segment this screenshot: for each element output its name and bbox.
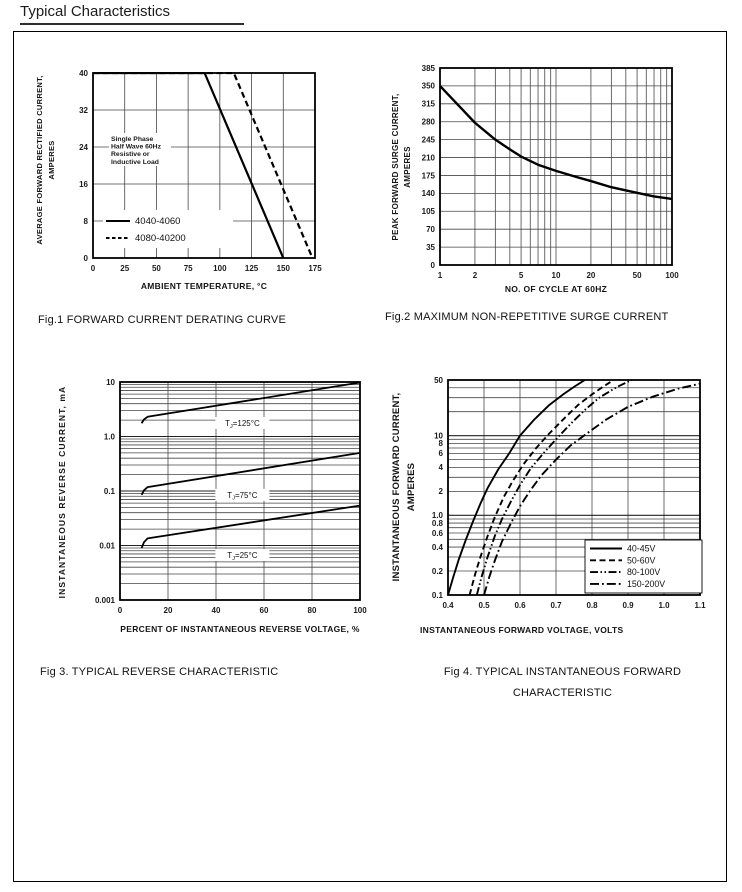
svg-text:125: 125 — [245, 264, 259, 273]
svg-text:0: 0 — [84, 254, 89, 263]
svg-text:1.1: 1.1 — [694, 601, 706, 610]
svg-text:0: 0 — [431, 261, 436, 270]
svg-text:0: 0 — [91, 264, 96, 273]
svg-text:Single Phase: Single Phase — [111, 136, 154, 143]
fig2-x-axis-label: NO. OF CYCLE AT 60HZ — [504, 284, 608, 294]
svg-text:24: 24 — [79, 143, 88, 152]
svg-text:50: 50 — [152, 264, 161, 273]
svg-text:25: 25 — [120, 264, 129, 273]
fig1-x-axis-label: AMBIENT TEMPERATURE, °C — [140, 281, 268, 291]
svg-text:1.0: 1.0 — [658, 601, 670, 610]
svg-text:8: 8 — [439, 439, 444, 448]
page-title: Typical Characteristics — [20, 3, 244, 25]
svg-text:0.9: 0.9 — [622, 601, 634, 610]
svg-text:6: 6 — [439, 449, 444, 458]
svg-text:8: 8 — [84, 217, 89, 226]
fig2-caption: Fig.2 MAXIMUM NON-REPETITIVE SURGE CURRE… — [385, 311, 669, 323]
svg-text:50-60V: 50-60V — [627, 555, 655, 565]
svg-text:4040-4060: 4040-4060 — [135, 216, 180, 227]
svg-text:175: 175 — [308, 264, 322, 273]
svg-text:100: 100 — [213, 264, 227, 273]
svg-text:32: 32 — [79, 106, 88, 115]
svg-text:0.4: 0.4 — [432, 543, 444, 552]
svg-text:40-45V: 40-45V — [627, 544, 655, 554]
svg-text:0.2: 0.2 — [432, 567, 444, 576]
fig4-x-axis-label: INSTANTANEOUS FORWARD VOLTAGE, VOLTS — [420, 625, 624, 635]
svg-text:0.8: 0.8 — [432, 519, 444, 528]
svg-text:1.0: 1.0 — [432, 511, 444, 520]
svg-text:105: 105 — [422, 207, 436, 216]
svg-text:245: 245 — [422, 135, 436, 144]
svg-text:80-100V: 80-100V — [627, 567, 660, 577]
svg-text:0.01: 0.01 — [99, 541, 115, 550]
fig2-chart: 1 2 5 10 20 50 100 0 35 70 105 140 175 210 245 280 315 35… — [422, 64, 680, 280]
svg-text:100: 100 — [665, 271, 679, 280]
svg-text:350: 350 — [422, 82, 436, 91]
svg-text:Half Wave 60Hz: Half Wave 60Hz — [111, 144, 162, 151]
svg-text:10: 10 — [552, 271, 561, 280]
svg-text:Resistive or: Resistive or — [111, 151, 150, 158]
svg-text:20: 20 — [164, 606, 173, 615]
fig4-caption: Fig 4. TYPICAL INSTANTANEOUS FORWARD CHA… — [443, 666, 682, 700]
svg-text:TJ=75°C: TJ=75°C — [227, 491, 257, 502]
svg-text:140: 140 — [422, 189, 436, 198]
svg-text:16: 16 — [79, 180, 88, 189]
svg-text:75: 75 — [184, 264, 193, 273]
svg-text:0.6: 0.6 — [432, 529, 444, 538]
svg-text:0.5: 0.5 — [478, 601, 490, 610]
fig3-chart: TJ=125°C TJ=75°C TJ=25°C 0 20 40 60 80 100 10 1.0 0… — [95, 378, 367, 615]
svg-text:1: 1 — [438, 271, 443, 280]
svg-text:4: 4 — [439, 463, 444, 472]
svg-text:150-200V: 150-200V — [627, 579, 665, 589]
svg-text:40: 40 — [79, 69, 88, 78]
svg-text:5: 5 — [519, 271, 524, 280]
svg-text:0.001: 0.001 — [95, 596, 116, 605]
svg-text:0.1: 0.1 — [104, 487, 116, 496]
svg-text:60: 60 — [260, 606, 269, 615]
svg-text:10: 10 — [106, 378, 115, 387]
fig3-caption: Fig 3. TYPICAL REVERSE CHARACTERISTIC — [40, 666, 279, 678]
svg-text:2: 2 — [473, 271, 478, 280]
svg-text:0.7: 0.7 — [550, 601, 562, 610]
fig3-x-axis-label: PERCENT OF INSTANTANEOUS REVERSE VOLTAGE… — [120, 624, 360, 634]
svg-text:280: 280 — [422, 118, 436, 127]
svg-text:0.4: 0.4 — [442, 601, 454, 610]
svg-text:50: 50 — [633, 271, 642, 280]
svg-text:1.0: 1.0 — [104, 432, 116, 441]
content-frame — [13, 31, 727, 882]
svg-text:0.6: 0.6 — [514, 601, 526, 610]
svg-text:50: 50 — [434, 376, 443, 385]
svg-text:0.1: 0.1 — [432, 591, 444, 600]
svg-text:0.8: 0.8 — [586, 601, 598, 610]
svg-text:10: 10 — [434, 431, 443, 440]
svg-text:175: 175 — [422, 171, 436, 180]
svg-text:80: 80 — [308, 606, 317, 615]
svg-text:100: 100 — [353, 606, 367, 615]
svg-text:TJ=25°C: TJ=25°C — [227, 551, 257, 562]
svg-text:4080-40200: 4080-40200 — [135, 233, 186, 244]
fig1-caption: Fig.1 FORWARD CURRENT DERATING CURVE — [38, 314, 287, 326]
svg-text:210: 210 — [422, 153, 436, 162]
svg-text:35: 35 — [426, 243, 435, 252]
svg-text:Inductive Load: Inductive Load — [111, 159, 159, 166]
svg-text:40: 40 — [212, 606, 221, 615]
svg-text:0: 0 — [118, 606, 123, 615]
svg-text:20: 20 — [586, 271, 595, 280]
svg-text:TJ=125°C: TJ=125°C — [225, 419, 260, 430]
svg-text:385: 385 — [422, 64, 436, 73]
svg-text:315: 315 — [422, 100, 436, 109]
svg-text:70: 70 — [426, 225, 435, 234]
svg-text:2: 2 — [439, 487, 444, 496]
svg-text:150: 150 — [277, 264, 291, 273]
